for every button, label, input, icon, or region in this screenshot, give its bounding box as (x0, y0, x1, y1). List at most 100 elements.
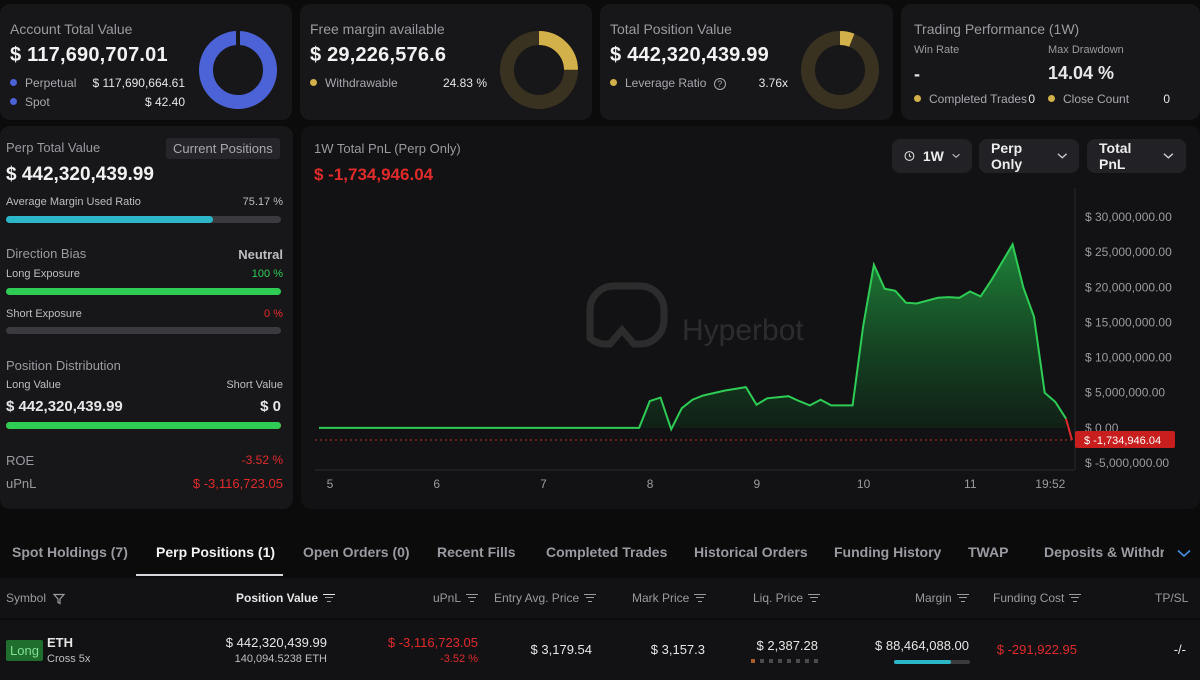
margin-bar (894, 660, 970, 664)
margin-ratio-bar (6, 216, 281, 223)
max-drawdown-value: 14.04 % (1048, 63, 1115, 83)
tab-twap[interactable]: TWAP (968, 544, 1009, 560)
position-distribution-label: Position Distribution (6, 358, 121, 373)
period-dropdown[interactable]: 1W (892, 139, 972, 173)
upnl-cell: $ -3,116,723.05 (387, 635, 478, 650)
close-value: 0 (1163, 92, 1170, 106)
distribution-long-fill (6, 422, 281, 429)
liq-price: $ 2,387.28 (756, 638, 818, 653)
long-exposure-bar (6, 288, 281, 295)
perpetual-value: $ 117,690,664.61 (92, 76, 185, 90)
free-margin-title: Free margin available (310, 21, 445, 37)
header-position-value[interactable]: Position Value (236, 591, 336, 605)
header-tpsl[interactable]: TP/SL (1155, 591, 1189, 605)
symbol-name[interactable]: ETH (47, 635, 73, 650)
perp-total-title: Perp Total Value (6, 140, 101, 155)
sort-icon (466, 594, 479, 603)
margin-ratio-fill (6, 216, 213, 223)
tpsl-value[interactable]: -/- (1173, 642, 1186, 657)
total-position-title: Total Position Value (610, 21, 732, 37)
x-tick-label: 5 (327, 477, 334, 491)
tab-historical-orders[interactable]: Historical Orders (694, 544, 808, 560)
perp-total-value: $ 442,320,439.99 (6, 164, 154, 185)
y-tick-label: $ 30,000,000.00 (1085, 210, 1172, 224)
side-badge: Long (6, 640, 43, 661)
account-total-title: Account Total Value (10, 21, 133, 37)
leverage-dot (610, 79, 617, 87)
tab-open-orders[interactable]: Open Orders (0) (303, 544, 410, 560)
sort-icon (1069, 594, 1082, 603)
max-drawdown-label: Max Drawdown (1048, 44, 1124, 56)
spot-value: $ 42.40 (144, 95, 185, 109)
header-symbol[interactable]: Symbol (6, 591, 66, 605)
upnl-value: $ -3,116,723.05 (192, 476, 283, 491)
table-row[interactable]: Long ETH Cross 5x $ 442,320,439.99 140,0… (0, 620, 1200, 680)
close-dot (1048, 95, 1055, 103)
tab-perp-positions[interactable]: Perp Positions (1) (156, 544, 276, 560)
sort-icon (694, 594, 707, 603)
header-upnl[interactable]: uPnL (433, 591, 479, 605)
tab-completed-trades[interactable]: Completed Trades (546, 544, 668, 560)
filter-icon[interactable] (53, 593, 66, 605)
perpetual-dot (10, 79, 17, 87)
completed-trades-row: Completed Trades 0 (914, 92, 1035, 106)
margin-cell: $ 88,464,088.00 (875, 638, 969, 653)
current-value-badge (1075, 431, 1175, 449)
total-position-donut (801, 31, 879, 109)
header-liq-price[interactable]: Liq. Price (753, 591, 821, 605)
y-tick-label: $ 20,000,000.00 (1085, 280, 1172, 294)
funding-cost: $ -291,922.95 (996, 642, 1077, 657)
free-margin-donut (500, 31, 578, 109)
scope-label: Perp Only (991, 140, 1023, 172)
trading-performance-card: Trading Performance (1W) Win Rate - Max … (901, 4, 1200, 120)
header-mark-price[interactable]: Mark Price (632, 591, 707, 605)
x-tick-label: 6 (433, 477, 440, 491)
scope-dropdown[interactable]: Perp Only (979, 139, 1079, 173)
long-value: $ 442,320,439.99 (6, 398, 123, 415)
tab-spot-holdings[interactable]: Spot Holdings (7) (12, 544, 128, 560)
chevron-down-icon[interactable] (1177, 549, 1191, 558)
perpetual-row: Perpetual $ 117,690,664.61 (10, 76, 185, 90)
header-entry-price[interactable]: Entry Avg. Price (494, 591, 597, 605)
close-count-row: Close Count 0 (1048, 92, 1170, 106)
current-value-label: $ -1,734,946.04 (1084, 435, 1161, 447)
short-exposure-bar (6, 327, 281, 334)
header-margin[interactable]: Margin (915, 591, 969, 605)
account-total-value: $ 117,690,707.01 (10, 44, 168, 66)
positions-table-header: Symbol Position Value uPnL Entry Avg. Pr… (0, 578, 1200, 618)
position-value: $ 442,320,439.99 (225, 635, 327, 650)
sort-icon (584, 594, 597, 603)
y-tick-label: $ 5,000,000.00 (1085, 386, 1165, 400)
long-exposure-fill (6, 288, 281, 295)
pnl-area (319, 244, 1066, 430)
current-positions-button[interactable]: Current Positions (166, 138, 280, 159)
metric-dropdown[interactable]: Total PnL (1087, 139, 1186, 173)
withdrawable-label: Withdrawable (325, 76, 398, 90)
leverage-value: 3.76x (758, 76, 788, 90)
pnl-chart-card: 1W Total PnL (Perp Only) $ -1,734,946.04 (301, 126, 1200, 509)
direction-bias-label: Direction Bias (6, 246, 87, 261)
completed-dot (914, 95, 921, 103)
perp-panel: Perp Total Value Current Positions $ 442… (0, 126, 293, 509)
performance-title: Trading Performance (1W) (914, 21, 1080, 37)
liq-distance-indicator-rest (760, 659, 819, 663)
x-tick-label: 8 (647, 477, 654, 491)
tab-bar: Spot Holdings (7) Perp Positions (1) Ope… (0, 528, 1200, 576)
margin-ratio-label: Average Margin Used Ratio (6, 196, 141, 208)
pnl-chart-title: 1W Total PnL (Perp Only) (314, 141, 461, 156)
header-funding-cost[interactable]: Funding Cost (993, 591, 1082, 605)
completed-value: 0 (1028, 92, 1035, 106)
tab-deposits-withdraw[interactable]: Deposits & Withdraw (1044, 544, 1164, 560)
free-margin-value: $ 29,226,576.6 (310, 44, 447, 66)
tab-recent-fills[interactable]: Recent Fills (437, 544, 516, 560)
tab-funding-history[interactable]: Funding History (834, 544, 942, 560)
period-label: 1W (922, 148, 944, 164)
short-exposure-label: Short Exposure (6, 308, 82, 320)
help-icon[interactable]: ? (713, 78, 726, 90)
withdrawable-row: Withdrawable 24.83 % (310, 76, 487, 90)
win-rate-label: Win Rate (914, 44, 960, 56)
x-tick-label: 19:52 (1035, 477, 1065, 491)
spot-dot (10, 98, 17, 106)
leverage-label: Leverage Ratio (625, 76, 707, 90)
pnl-line-tail (1065, 418, 1073, 441)
